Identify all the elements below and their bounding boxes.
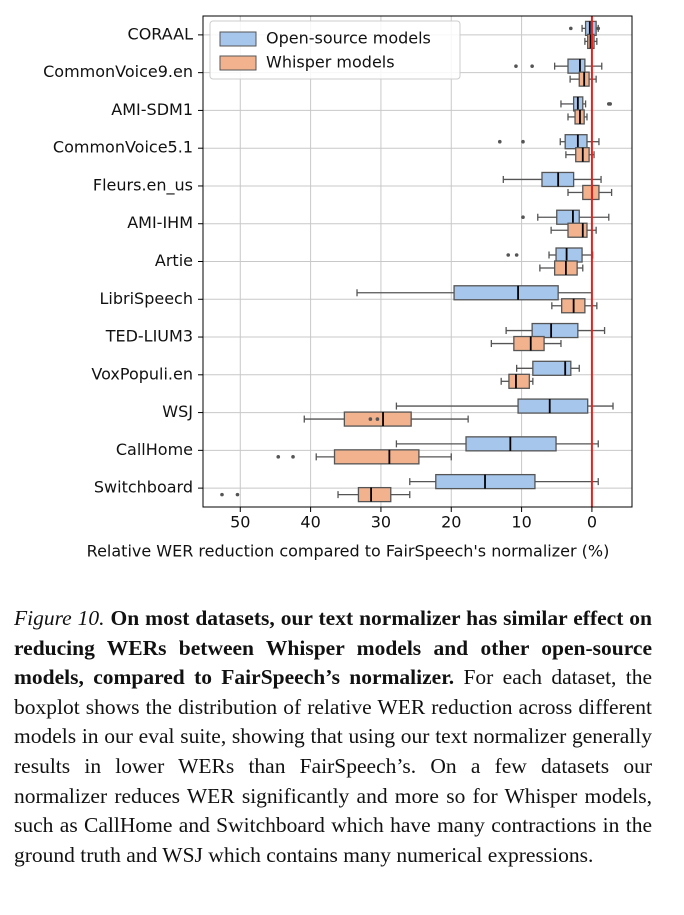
legend-label: Open-source models	[266, 29, 431, 48]
x-tick-label: 20	[441, 513, 461, 532]
flier	[276, 455, 281, 459]
x-axis-label: Relative WER reduction compared to FairS…	[87, 542, 610, 561]
y-tick-label: AMI-SDM1	[111, 100, 193, 119]
y-tick-label: VoxPopuli.en	[91, 364, 193, 383]
box	[555, 247, 583, 263]
flier	[530, 64, 534, 68]
box	[567, 222, 588, 238]
flier	[497, 139, 502, 144]
box	[531, 322, 579, 339]
y-tick-label: Switchboard	[94, 478, 193, 497]
box	[532, 360, 572, 376]
y-tick-label: CommonVoice9.en	[43, 62, 193, 81]
box	[584, 20, 597, 37]
flier	[521, 139, 525, 144]
y-tick-label: LibriSpeech	[100, 289, 193, 308]
x-tick-label: 40	[300, 513, 320, 532]
x-tick-label: 30	[371, 513, 391, 532]
flier	[506, 253, 511, 257]
caption-bold: On most datasets, our text normalizer ha…	[14, 606, 653, 690]
y-tick-label: TED-LIUM3	[105, 327, 193, 346]
box	[333, 449, 420, 465]
box	[567, 58, 586, 74]
caption-text: For each dataset, the boxplot shows the …	[14, 665, 653, 867]
legend-label: Whisper models	[266, 53, 395, 72]
flier	[569, 26, 573, 31]
x-tick-label: 50	[230, 513, 250, 532]
y-tick-label: Artie	[155, 251, 193, 270]
legend-box	[209, 20, 461, 80]
y-tick-label: WSJ	[162, 402, 193, 421]
x-tick-label: 10	[511, 513, 531, 532]
flier	[514, 64, 518, 68]
y-tick-label: Fleurs.en_us	[93, 175, 193, 195]
y-tick-label: CommonVoice5.1	[53, 138, 193, 157]
x-tick-label: 0	[587, 513, 597, 532]
flier	[608, 102, 612, 106]
y-tick-label: AMI-IHM	[127, 213, 193, 232]
legend-swatch	[219, 31, 257, 47]
box	[513, 335, 545, 352]
caption-label: Figure 10.	[14, 606, 105, 630]
caption: Figure 10. On most datasets, our text no…	[14, 604, 652, 870]
flier	[291, 455, 295, 459]
box	[582, 184, 600, 201]
box	[357, 486, 392, 503]
flier	[220, 492, 224, 497]
flier	[521, 215, 525, 220]
chart: Relative WER reduction compared to FairS…	[43, 15, 633, 561]
flier	[368, 417, 373, 421]
y-tick-label: CallHome	[116, 440, 193, 459]
box	[508, 373, 530, 389]
box	[556, 209, 580, 225]
plot-frame	[202, 15, 633, 508]
flier	[235, 492, 240, 497]
flier	[514, 253, 519, 257]
y-tick-label: CORAAL	[128, 24, 194, 43]
flier	[596, 26, 601, 31]
flier	[375, 417, 380, 421]
box	[453, 285, 559, 301]
box	[564, 134, 588, 150]
box	[517, 398, 589, 414]
legend-swatch	[219, 55, 257, 71]
